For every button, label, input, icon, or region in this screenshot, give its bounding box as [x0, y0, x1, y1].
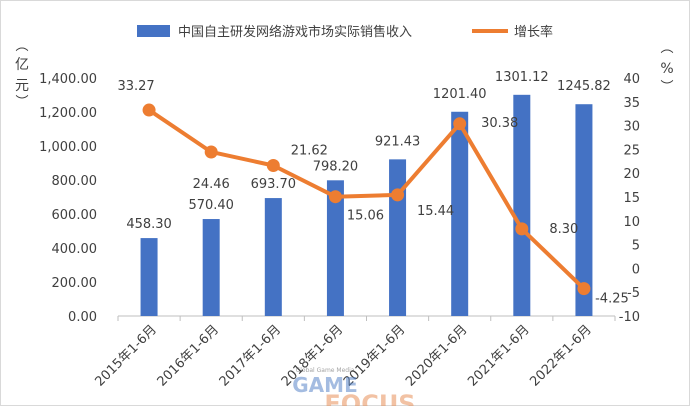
- line-data-label: 33.27: [117, 79, 154, 94]
- line-data-label: 30.38: [481, 116, 518, 131]
- y-right-tick-label: 25: [623, 143, 640, 158]
- y-right-tick-label: 5: [632, 239, 640, 254]
- x-tick-marks: [117, 316, 616, 321]
- growth-rate-line: [147, 108, 586, 291]
- y-right-tick-label: 30: [623, 120, 640, 135]
- line-data-label: 15.06: [347, 209, 384, 224]
- line-data-label: 24.46: [193, 177, 230, 192]
- line-data-label: -4.25: [595, 292, 629, 307]
- y-right-paren-close: ︶: [660, 80, 673, 95]
- y-right-tick-label: 40: [623, 72, 640, 87]
- y-left-tick-label: 600.00: [52, 208, 98, 223]
- y-right-tick-label: -10: [619, 310, 640, 325]
- growth-rate-point: [515, 222, 529, 236]
- legend: 中国自主研发网络游戏市场实际销售收入 增长率: [137, 24, 553, 40]
- bar: [451, 111, 469, 317]
- growth-rate-point: [204, 145, 218, 159]
- y-right-tick-label: 0: [632, 262, 640, 277]
- growth-rate-point: [266, 158, 280, 172]
- y-right-tick-label: 15: [623, 191, 640, 206]
- bar: [202, 219, 220, 316]
- y-left-tick-labels: 0.00 200.00 400.00 600.00 800.00 1,000.00 1,20…: [39, 72, 97, 325]
- watermark-line1: Global Game Media: [296, 367, 355, 374]
- y-right-tick-label: 35: [623, 96, 640, 111]
- y-left-title-char-2: 元: [15, 78, 29, 94]
- y-left-tick-label: 1,400.00: [39, 72, 97, 87]
- bar: [140, 238, 158, 316]
- y-right-tick-label: 20: [623, 167, 640, 182]
- growth-rate-point: [328, 190, 342, 204]
- legend-bar-swatch: [137, 25, 170, 37]
- legend-bar-label: 中国自主研发网络游戏市场实际销售收入: [178, 24, 412, 40]
- growth-rate-point: [577, 282, 591, 296]
- growth-rate-point: [453, 117, 467, 131]
- y-left-tick-label: 1,000.00: [39, 140, 97, 155]
- bar-data-label: 1201.40: [433, 87, 487, 102]
- line-data-label: 8.30: [549, 222, 578, 237]
- y-left-tick-label: 0.00: [68, 310, 97, 325]
- bar-data-label: 693.70: [251, 177, 297, 192]
- watermark-logo: Global Game Media GAME FOCUS: [292, 367, 415, 410]
- line-data-labels: 33.27 24.46 21.62 15.06 15.44 30.38 8.30 -4.25: [117, 79, 628, 307]
- bar-data-label: 458.30: [126, 217, 172, 232]
- y-left-tick-label: 1,200.00: [39, 106, 97, 121]
- y-right-tick-label: -5: [627, 286, 640, 301]
- y-left-tick-label: 400.00: [52, 242, 98, 257]
- y-right-axis-title: ︵ % ︶: [660, 41, 673, 95]
- growth-rate-point: [142, 103, 156, 117]
- bar-data-label: 1301.12: [495, 70, 549, 85]
- y-left-tick-label: 800.00: [52, 174, 98, 189]
- y-left-paren-open: ︵: [15, 39, 28, 54]
- legend-line-label: 增长率: [514, 24, 553, 40]
- bar: [513, 94, 531, 316]
- y-left-tick-label: 200.00: [52, 276, 98, 291]
- y-left-axis-title: ︵ 亿 元 ︶: [15, 39, 29, 110]
- y-right-paren-open: ︵: [660, 41, 673, 56]
- y-right-title: %: [660, 61, 673, 77]
- bar: [326, 180, 344, 316]
- y-right-tick-labels: -10 -5 0 5 10 15 20 25 30 35 40: [619, 72, 640, 325]
- bar-data-label: 1245.82: [557, 79, 611, 94]
- bar-data-labels: 458.30 570.40 693.70 798.20 921.43 1201.40 130…: [126, 70, 611, 232]
- y-left-paren-close: ︶: [15, 95, 28, 110]
- y-left-title-char-1: 亿: [15, 57, 29, 73]
- line-data-label: 15.44: [417, 204, 454, 219]
- bar-data-label: 570.40: [188, 198, 234, 213]
- watermark-line3: FOCUS: [324, 390, 415, 406]
- watermark-line2: GAME: [292, 373, 357, 397]
- growth-rate-point: [391, 188, 405, 202]
- bar: [575, 104, 593, 316]
- bar: [389, 159, 407, 316]
- line-data-label: 21.62: [291, 143, 328, 158]
- line-series: [142, 103, 591, 296]
- y-right-tick-label: 10: [623, 215, 640, 230]
- bar: [264, 198, 282, 316]
- bar-data-label: 921.43: [375, 134, 421, 149]
- bar-data-label: 798.20: [313, 159, 359, 174]
